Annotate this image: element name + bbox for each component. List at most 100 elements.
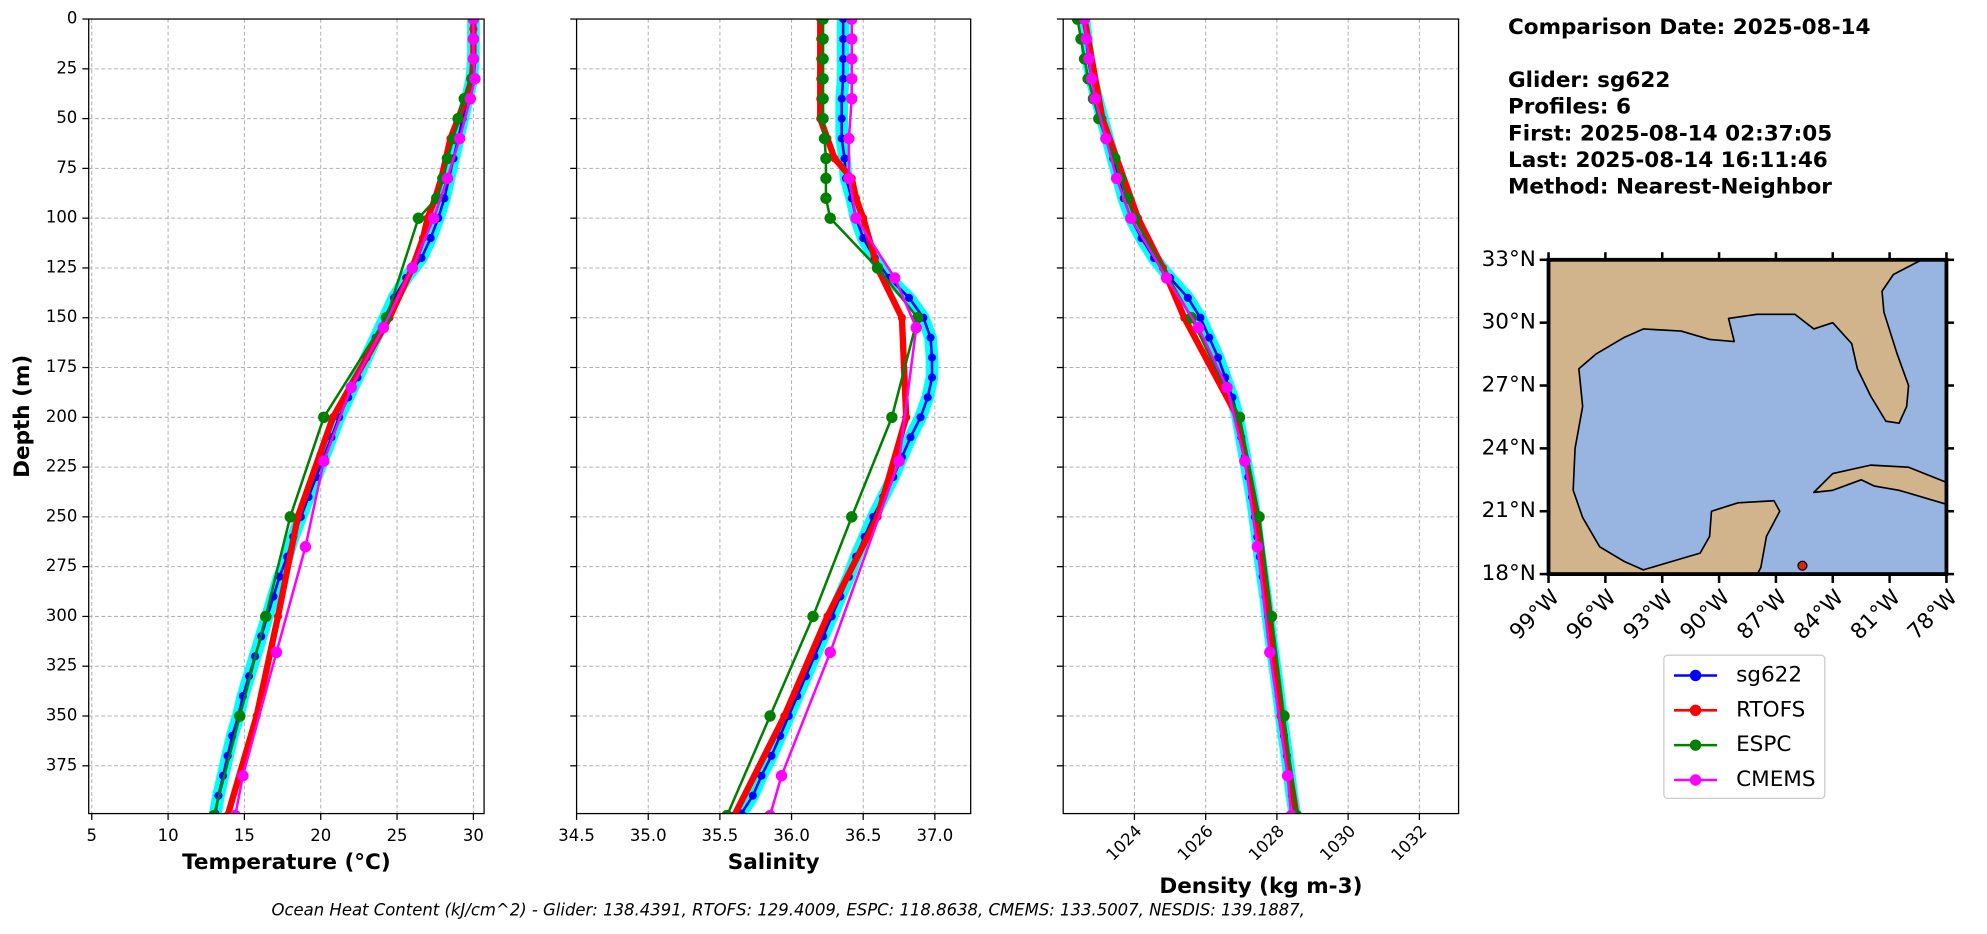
panel: 0 25 50 75 100 125 150 175 200 225 250 275 300 325 350… [10, 9, 485, 875]
profile-point [846, 511, 858, 523]
profile-point [469, 73, 481, 85]
profile-point [1251, 541, 1264, 553]
x-tick-label: 36.5 [845, 826, 882, 845]
profile-point [467, 53, 480, 65]
profile-point [846, 73, 858, 85]
legend-label: sg622 [1736, 662, 1802, 687]
x-tick-label: 1030 [1316, 821, 1359, 864]
legend-marker [1689, 669, 1702, 682]
profile-point [927, 353, 937, 362]
map-x-tick-label: 84°W [1789, 585, 1849, 645]
y-tick-label: 350 [46, 706, 77, 725]
profile-point [234, 710, 246, 722]
y-tick-label: 375 [46, 755, 77, 774]
profile-point [839, 54, 848, 63]
y-tick-label: 100 [46, 208, 77, 227]
profile-point [817, 19, 829, 25]
x-tick-label: 1024 [1102, 821, 1145, 864]
profile-point [318, 411, 330, 424]
legend-frame [1663, 654, 1826, 800]
profile-line [1083, 19, 1293, 814]
profile-point [916, 413, 925, 422]
profile-point [905, 293, 914, 302]
footer: Ocean Heat Content (kJ/cm^2) - Glider: 1… [272, 901, 1305, 920]
profile-line [1081, 19, 1300, 814]
profile-point [837, 94, 846, 103]
legend: sg622 RTOFS ESPC CMEMS [1663, 654, 1826, 800]
y-tick-label: 150 [46, 307, 77, 326]
profile-point [1192, 321, 1205, 334]
map-y-tick-label: 18°N [1482, 561, 1536, 586]
x-tick-label: 37.0 [917, 826, 954, 845]
map-y-tick-label: 27°N [1482, 373, 1536, 398]
series-group [1071, 19, 1302, 814]
profile-point [927, 373, 937, 382]
spread-band [209, 19, 480, 814]
profile-point [824, 646, 836, 658]
profile-point [807, 610, 819, 623]
profile-point [871, 262, 884, 274]
x-tick-label: 36.0 [773, 826, 810, 845]
profile-point [748, 791, 757, 800]
x-tick-label: 1032 [1387, 821, 1430, 864]
y-tick-label: 175 [46, 357, 77, 376]
x-tick-label: 30 [463, 826, 484, 845]
legend-marker [1689, 774, 1702, 786]
y-tick-label: 25 [56, 58, 77, 77]
y-tick-label: 300 [46, 606, 77, 625]
profile-point [846, 92, 858, 105]
map-x-tick-label: 99°W [1505, 585, 1565, 645]
profile-point [293, 512, 302, 521]
y-tick-label: 75 [56, 158, 77, 177]
map-x-tick-label: 78°W [1903, 585, 1963, 645]
profile-point [441, 152, 454, 165]
y-tick-label: 275 [46, 556, 77, 575]
series-group [208, 19, 481, 814]
y-tick-label: 50 [56, 108, 77, 127]
x-tick-label: 10 [158, 826, 179, 845]
profile-point [817, 53, 829, 65]
legend-label: RTOFS [1736, 697, 1805, 722]
map-y-tick-label: 30°N [1482, 310, 1536, 335]
axes-frame [1062, 18, 1460, 815]
profile-point [820, 192, 832, 204]
profile-point [1080, 33, 1093, 45]
axes-frame [88, 18, 485, 815]
map-x-tick-label: 96°W [1562, 585, 1622, 645]
profile-point [1183, 293, 1192, 302]
profile-point [1196, 313, 1205, 322]
x-tick-label: 1026 [1174, 821, 1217, 864]
map: 18°N 21°N 24°N 27°N 30°N 33°N 99°W96°W93°W90°W… [1482, 247, 1963, 645]
profile-point [377, 321, 390, 334]
profile-line [234, 19, 477, 814]
map-x-tick-label: 93°W [1619, 585, 1679, 645]
profile-point [464, 92, 477, 105]
info-line: First: 2025-08-14 02:37:05 [1508, 121, 1832, 146]
profile-point [453, 132, 466, 145]
x-tick-label: 5 [87, 826, 97, 845]
profile-point [843, 132, 855, 145]
legend-label: CMEMS [1736, 767, 1815, 792]
profile-point [846, 19, 858, 25]
profile-point [767, 751, 776, 760]
profile-point [328, 413, 338, 422]
profile-point [839, 34, 848, 44]
profile-point [1233, 411, 1246, 424]
profile-point [1083, 53, 1095, 65]
profile-point [830, 154, 839, 163]
info-line: Profiles: 6 [1508, 95, 1631, 120]
profile-point [260, 610, 272, 623]
island [1812, 464, 1947, 506]
map-y-tick-label: 21°N [1482, 498, 1536, 523]
profile-point [1214, 353, 1223, 362]
x-tick-label: 35.0 [630, 826, 667, 845]
profile-point [1278, 710, 1290, 722]
profile-point [817, 92, 829, 105]
profile-point [820, 172, 832, 185]
profile-point [846, 53, 858, 65]
profile-point [1100, 132, 1112, 145]
profile-point [757, 771, 766, 780]
island [1945, 562, 1947, 566]
profile-point [839, 74, 848, 83]
profile-point [1253, 511, 1265, 523]
